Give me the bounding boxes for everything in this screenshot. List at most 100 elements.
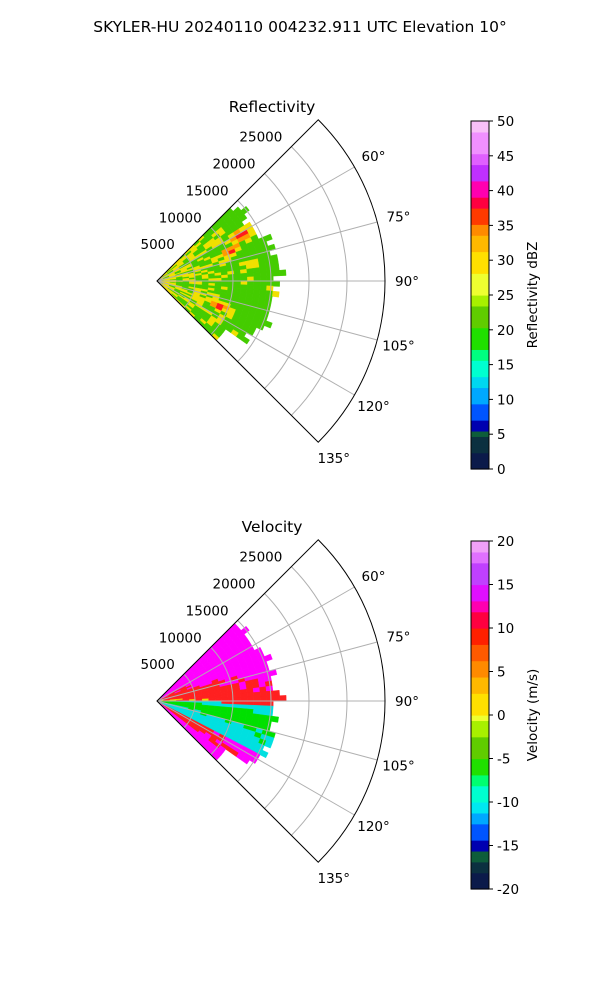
colorbar-swatch [471,371,489,378]
colorbar-swatch [471,579,489,586]
range-gate-cell [227,694,235,699]
colorbar-tick-label: 0 [497,462,506,478]
colorbar-swatch [471,834,489,841]
colorbar-swatch [471,655,489,662]
range-gate-cell [266,270,274,277]
colorbar-swatch [471,606,489,613]
colorbar-swatch [471,666,489,673]
azimuth-tick-label: 105° [382,759,415,775]
velocity-sector: 500010000150002000025000Meters60°75°90°1… [141,539,419,887]
colorbar-swatch [471,698,489,705]
colorbar-swatch [471,365,489,372]
colorbar-swatch [471,333,489,340]
colorbar-tick-label: -5 [497,752,510,768]
range-gate-cell [259,271,267,277]
colorbar-swatch [471,856,489,863]
colorbar-swatch [471,769,489,776]
azimuth-gridline [156,586,355,702]
colorbar-swatch [471,617,489,624]
range-gate-cell [260,276,268,282]
reflectivity-sector: 500010000150002000025000Meters60°75°90°1… [141,119,419,467]
range-gate-cell [227,274,235,279]
range-tick-label: 15000 [186,603,229,619]
range-gate-cell [247,700,255,706]
range-tick-label: 5000 [141,237,175,253]
colorbar-swatch [471,780,489,787]
colorbar-swatch [471,164,489,171]
range-gate-cell [234,700,242,705]
colorbar-tick-label: 5 [497,665,506,681]
colorbar-tick-label: 35 [497,218,514,234]
azimuth-tick-label: 120° [357,399,390,415]
colorbar-swatch [471,295,489,302]
velocity-title: Velocity [242,518,303,536]
colorbar-tick-label: 40 [497,184,514,200]
range-gate-cell [240,205,250,215]
range-gate-cell [253,276,261,282]
colorbar-swatch [471,807,489,814]
colorbar-swatch [471,311,489,318]
azimuth-gridline [156,221,378,282]
azimuth-tick-label: 90° [395,274,419,290]
colorbar-swatch [471,354,489,361]
colorbar-swatch [471,802,489,809]
colorbar-swatch [471,568,489,575]
colorbar-swatch [471,725,489,732]
colorbar-swatch [471,573,489,580]
range-gate-cell [253,700,261,706]
colorbar-swatch [471,758,489,765]
colorbar-swatch [471,447,489,454]
range-gate-cell [271,715,279,723]
range-gate-cell [238,213,248,223]
colorbar-swatch [471,823,489,830]
range-gate-cell [272,270,280,277]
colorbar-tick-label: 5 [497,427,506,443]
colorbar-swatch [471,121,489,128]
range-gate-cell [234,280,242,285]
range-gate-cell [264,740,273,749]
azimuth-tick-label: 90° [395,694,419,710]
range-tick-label: 10000 [159,630,202,646]
colorbar-swatch [471,687,489,694]
colorbar-swatch [471,213,489,220]
colorbar-swatch [471,622,489,629]
colorbar-swatch [471,208,489,215]
range-gate-cell [241,756,250,765]
azimuth-gridline [156,700,355,816]
range-gate-cell [272,264,280,272]
colorbar-swatch [471,126,489,133]
colorbar-swatch [471,611,489,618]
range-gate-cell [272,280,280,287]
colorbar-swatch [471,289,489,296]
colorbar-swatch [471,633,489,640]
range-gate-cell [234,273,242,278]
colorbar-swatch [471,392,489,399]
colorbar-swatch [471,796,489,803]
range-gate-cell [266,695,274,702]
colorbar-swatch [471,131,489,138]
colorbar-swatch [471,240,489,247]
colorbar-swatch [471,224,489,231]
colorbar-swatch [471,267,489,274]
colorbar-swatch [471,376,489,383]
range-gate-cell [246,692,255,698]
range-gate-cell [253,691,261,698]
colorbar-swatch [471,829,489,836]
colorbar-tick-label: 20 [497,323,514,339]
colorbar-swatch [471,649,489,656]
range-gate-cell [247,280,255,286]
colorbar-swatch [471,235,489,242]
colorbar-swatch [471,327,489,334]
range-gate-cell [259,686,267,693]
colorbar-swatch [471,246,489,253]
colorbar-swatch [471,840,489,847]
range-gate-cell [260,280,268,287]
colorbar-swatch [471,736,489,743]
azimuth-gridline [156,641,378,702]
range-gate-cell [272,290,280,298]
colorbar-tick-label: 15 [497,358,514,374]
range-gate-cell [253,280,261,286]
colorbar-swatch [471,360,489,367]
colorbar-swatch [471,850,489,857]
range-gate-cell [272,695,280,702]
